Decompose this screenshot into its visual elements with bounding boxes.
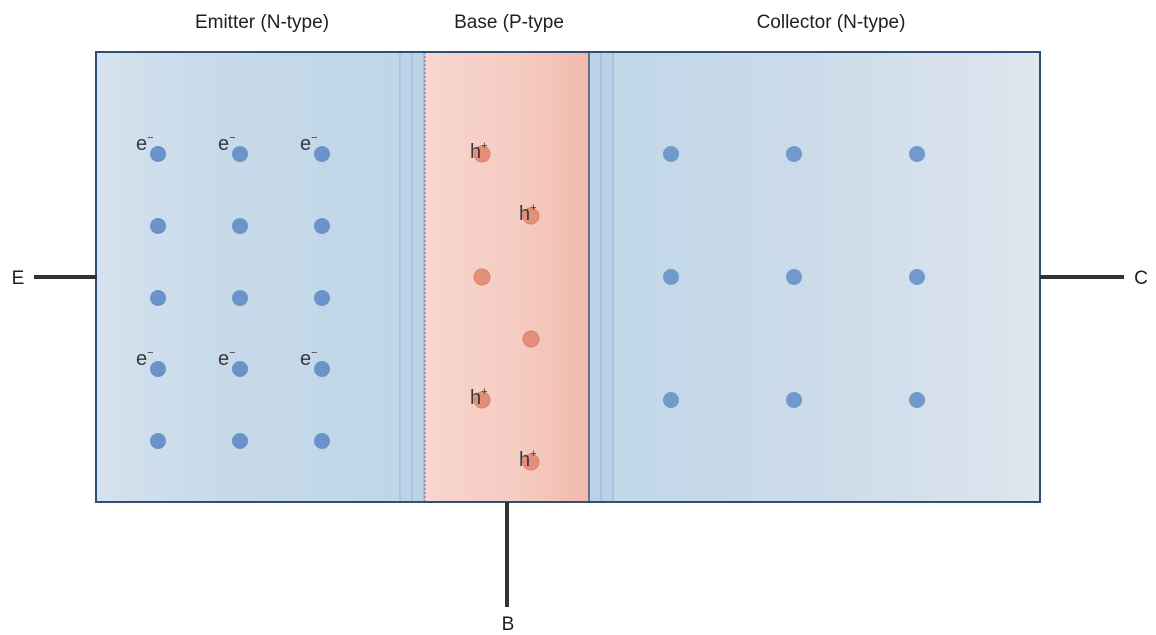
- emitter-electrons: [150, 146, 330, 449]
- electron-label: e−: [300, 132, 318, 155]
- electron-dot: [663, 269, 679, 285]
- electron-label: e−: [300, 347, 318, 370]
- emitter-region-label: Emitter (N-type): [195, 12, 329, 33]
- collector-region: [590, 52, 1040, 502]
- electron-labels: e− e− e− e− e− e−: [136, 132, 318, 370]
- base-region-label: Base (P-type: [454, 12, 564, 33]
- base-collector-junction: [590, 52, 614, 502]
- electron-dot: [314, 433, 330, 449]
- hole-label: h+: [470, 386, 488, 409]
- electron-label: e−: [136, 347, 154, 370]
- emitter-terminal-label[interactable]: E: [12, 268, 25, 289]
- electron-dot: [314, 361, 330, 377]
- electron-dot: [909, 269, 925, 285]
- hole-dot: [473, 391, 491, 409]
- electron-dot: [232, 361, 248, 377]
- electron-dot: [786, 392, 802, 408]
- collector-electrons: [663, 146, 925, 408]
- base-terminal-label[interactable]: B: [502, 614, 515, 635]
- electron-dot: [786, 269, 802, 285]
- collector-terminal-label[interactable]: C: [1134, 268, 1148, 289]
- emitter-base-junction: [399, 52, 425, 502]
- electron-dot: [314, 290, 330, 306]
- hole-labels: h+ h+ h+ h+: [470, 140, 537, 471]
- electron-dot: [786, 146, 802, 162]
- hole-dot: [522, 207, 540, 225]
- hole-dot: [473, 145, 491, 163]
- base-region: [425, 52, 589, 502]
- hole-dot: [473, 268, 491, 286]
- electron-dot: [232, 433, 248, 449]
- electron-dot: [150, 290, 166, 306]
- electron-dot: [232, 146, 248, 162]
- electron-dot: [663, 146, 679, 162]
- electron-label: e−: [218, 347, 236, 370]
- hole-dot: [522, 453, 540, 471]
- hole-label: h+: [470, 140, 488, 163]
- electron-dot: [232, 218, 248, 234]
- electron-label: e−: [218, 132, 236, 155]
- base-holes: [473, 145, 540, 471]
- collector-region-label: Collector (N-type): [757, 12, 906, 33]
- hole-dot: [522, 330, 540, 348]
- electron-dot: [314, 218, 330, 234]
- electron-dot: [150, 433, 166, 449]
- emitter-region: [96, 52, 425, 502]
- electron-dot: [909, 146, 925, 162]
- electron-dot: [232, 290, 248, 306]
- electron-dot: [909, 392, 925, 408]
- electron-dot: [663, 392, 679, 408]
- hole-label: h+: [519, 202, 537, 225]
- electron-label: e−: [136, 132, 154, 155]
- electron-dot: [150, 146, 166, 162]
- electron-dot: [314, 146, 330, 162]
- electron-dot: [150, 361, 166, 377]
- hole-label: h+: [519, 448, 537, 471]
- electron-dot: [150, 218, 166, 234]
